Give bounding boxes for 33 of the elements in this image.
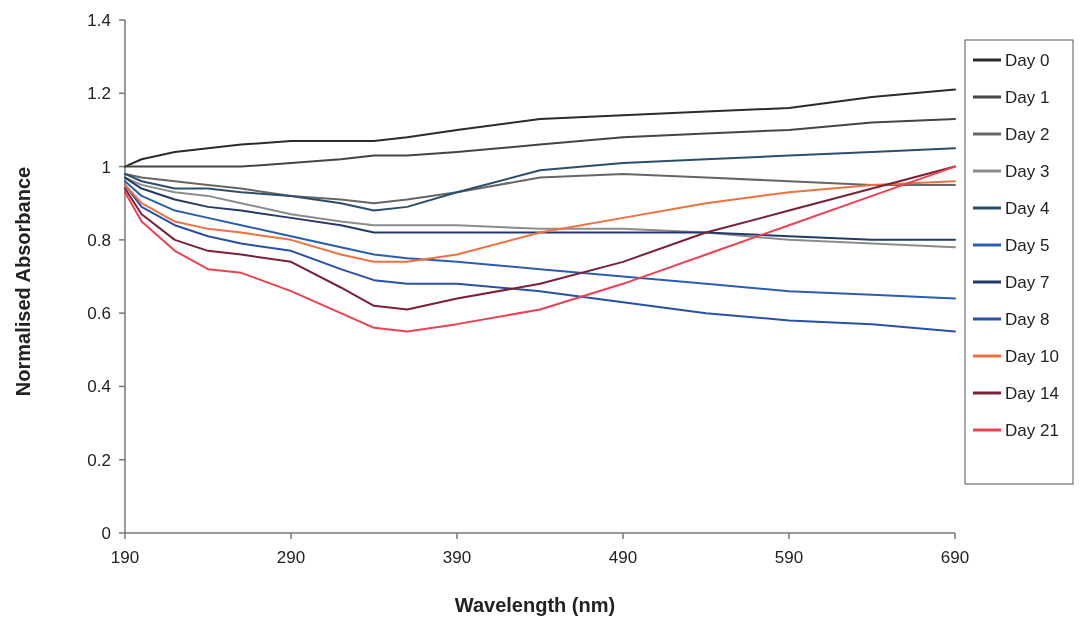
y-axis-title: Normalised Absorbance [12,166,34,397]
x-tick-label: 690 [940,548,970,567]
line-series [124,180,956,263]
y-tick-label: 0.4 [87,377,111,397]
line-series [124,117,956,168]
y-tick-label: 0.8 [87,230,111,250]
x-tick-label: 290 [276,548,306,567]
x-tick-label: 390 [442,548,472,567]
y-tick-label: 1.4 [87,10,111,30]
line-series [124,88,956,168]
x-tick-label: 490 [608,548,638,567]
x-tick-label: 190 [110,548,140,567]
legend-label: Day 4 [1005,198,1050,218]
legend-label: Day 10 [1005,346,1059,366]
legend-label: Day 0 [1005,50,1050,70]
y-tick-label: 0.6 [87,304,111,324]
legend-label: Day 3 [1005,161,1050,181]
x-axis-title: Wavelength (nm) [454,594,616,616]
legend-label: Day 21 [1005,420,1059,440]
x-tick-label: 590 [774,548,804,567]
legend-label: Day 5 [1005,235,1050,255]
legend-label: Day 7 [1005,272,1050,292]
legend-label: Day 2 [1005,124,1050,144]
legend-label: Day 14 [1005,383,1059,403]
line-series [124,180,956,300]
legend-label: Day 8 [1005,309,1050,329]
y-tick-label: 0 [101,523,111,543]
y-tick-label: 1.2 [87,84,111,104]
y-tick-label: 0.2 [87,450,111,470]
legend-label: Day 1 [1005,87,1050,107]
y-tick-label: 1 [101,157,111,177]
line-series [124,147,956,212]
line-series [124,172,956,205]
